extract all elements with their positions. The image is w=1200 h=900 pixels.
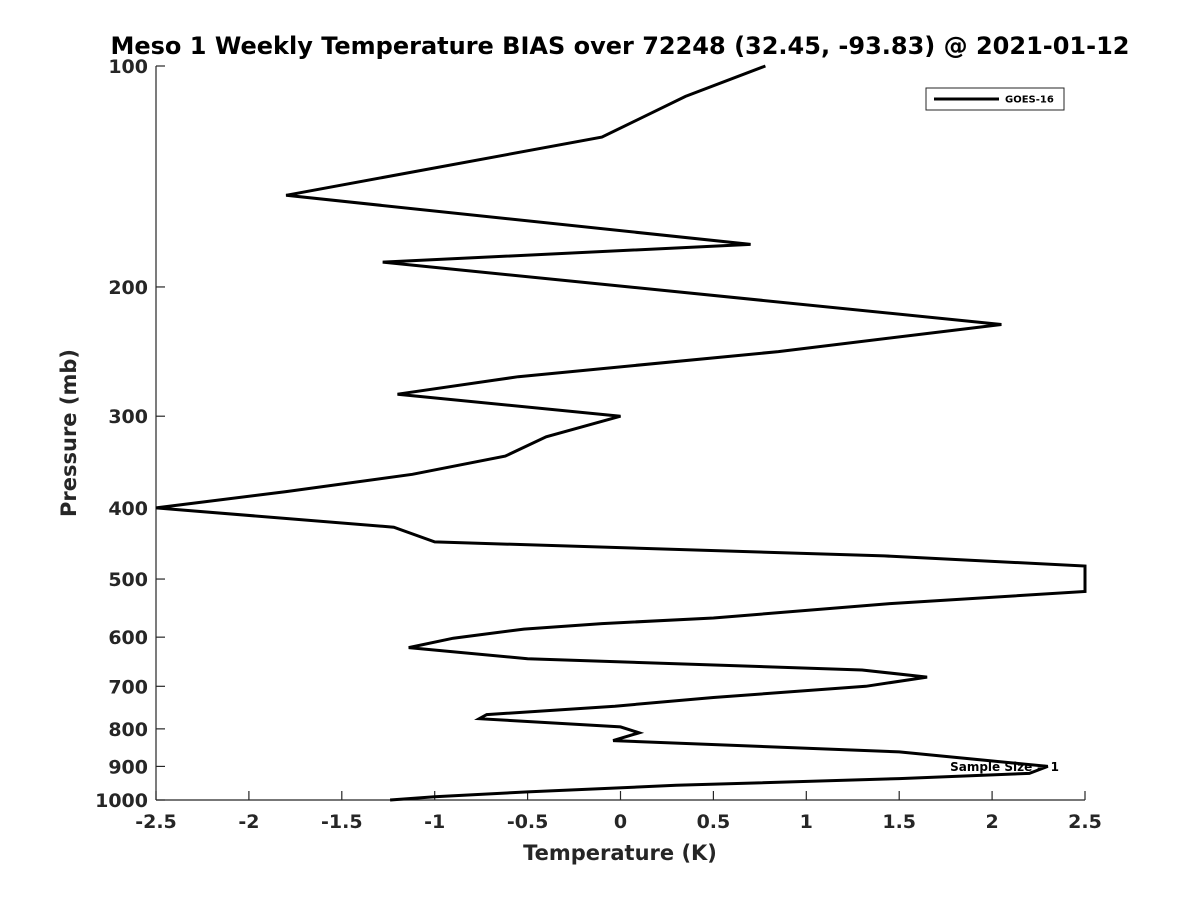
legend-entry-goes-16: GOES-16 [1005, 95, 1054, 106]
x-axis-ticks: -2.5 -2 -1.5 -1 -0.5 0 0.5 1 1.5 2 2.5 [135, 791, 1102, 833]
y-axis-label: Pressure (mb) [57, 349, 81, 517]
series-layer [155, 64, 1087, 802]
y-tick-label: 100 [108, 56, 148, 78]
y-tick-label: 900 [108, 756, 148, 778]
chart-title: Meso 1 Weekly Temperature BIAS over 7224… [110, 32, 1129, 60]
x-tick-label: -1.5 [321, 811, 363, 833]
x-tick-label: 2 [985, 811, 998, 833]
y-tick-label: 400 [108, 498, 148, 520]
y-tick-label: 300 [108, 406, 148, 428]
series-line-goes-16 [155, 64, 1087, 802]
x-tick-label: 1 [800, 811, 813, 833]
y-tick-label: 200 [108, 277, 148, 299]
x-axis-label: Temperature (K) [523, 841, 717, 865]
y-tick-label: 600 [108, 627, 148, 649]
x-tick-label: -1 [424, 811, 445, 833]
y-tick-label: 800 [108, 719, 148, 741]
x-tick-label: -2 [238, 811, 259, 833]
y-tick-label: 1000 [95, 790, 148, 812]
x-tick-label: 0 [614, 811, 627, 833]
x-tick-label: -0.5 [507, 811, 549, 833]
legend: GOES-16 [925, 87, 1065, 111]
x-tick-label: 0.5 [697, 811, 731, 833]
y-tick-label: 700 [108, 676, 148, 698]
x-tick-label: 1.5 [882, 811, 916, 833]
x-tick-label: 2.5 [1068, 811, 1102, 833]
sample-size-annotation: Sample Size = 1 [950, 760, 1059, 774]
x-tick-label: -2.5 [135, 811, 177, 833]
y-tick-label: 500 [108, 569, 148, 591]
y-axis-ticks: 100 200 300 400 500 600 700 800 900 1000 [95, 56, 165, 812]
